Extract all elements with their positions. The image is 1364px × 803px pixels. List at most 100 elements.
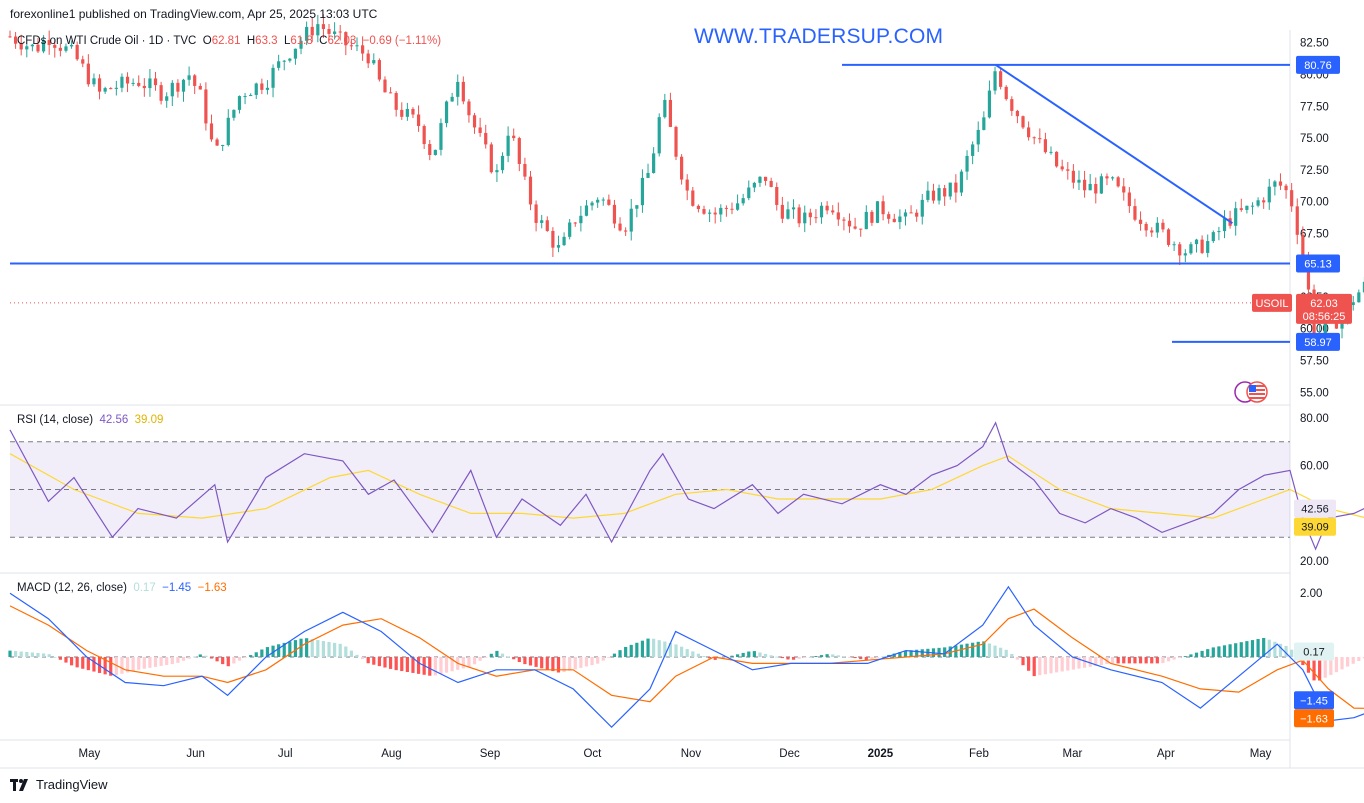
candle-up <box>305 21 309 46</box>
candle-down <box>461 76 465 105</box>
candle-up <box>249 93 253 97</box>
macd-histogram-bar <box>763 653 768 657</box>
candle-body <box>1010 99 1014 111</box>
candle-down <box>730 202 734 215</box>
macd-histogram-bar <box>383 657 387 668</box>
time-axis-label: May <box>1250 748 1272 760</box>
rsi-title: RSI (14, close) <box>17 414 94 426</box>
candle-up <box>959 169 964 197</box>
candle-body <box>64 46 68 51</box>
open-value: 62.81 <box>211 35 241 47</box>
macd-histogram-bar <box>825 654 829 657</box>
candle-down <box>915 209 919 222</box>
candle-body <box>69 44 74 47</box>
macd-histogram-bar <box>780 657 784 659</box>
candle-down <box>1015 109 1020 124</box>
macd-histogram-bar <box>125 657 130 673</box>
macd-histogram-bar <box>131 657 135 671</box>
change-value: −0.69 (−1.11%) <box>362 35 442 47</box>
candle-up <box>1088 174 1092 191</box>
candle-body <box>993 71 997 91</box>
candle-body <box>1284 185 1288 191</box>
candle-down <box>53 40 57 58</box>
macd-histogram-bar <box>612 653 617 657</box>
candle-down <box>512 128 516 141</box>
candle-body <box>254 83 258 95</box>
candle-body <box>1088 184 1092 191</box>
level-price-tag <box>1296 55 1340 74</box>
candle-up <box>903 209 908 226</box>
macd-histogram-bar <box>1267 639 1271 657</box>
candle-up <box>707 209 712 223</box>
published-caption: forexonline1 published on TradingView.co… <box>10 7 378 21</box>
macd-histogram-bar <box>1222 645 1227 657</box>
candle-up <box>1222 210 1227 239</box>
macd-histogram-bar <box>674 644 678 657</box>
candle-body <box>131 82 135 84</box>
candle-body <box>1211 232 1215 242</box>
candle-down <box>668 92 673 128</box>
macd-histogram-bar <box>646 638 650 657</box>
candle-body <box>909 212 913 214</box>
candle-up <box>41 35 46 54</box>
macd-histogram-bar <box>355 654 359 657</box>
macd-histogram-bar <box>1004 649 1008 657</box>
candle-down <box>680 154 684 185</box>
candle-down <box>1032 136 1036 145</box>
macd-histogram-bar <box>64 657 68 663</box>
macd-histogram-bar <box>534 657 538 667</box>
macd-histogram-bar <box>467 657 471 668</box>
candle-down <box>870 210 874 226</box>
candle-up <box>875 201 880 224</box>
macd-histogram-bar <box>506 656 510 658</box>
candle-body <box>724 207 728 209</box>
macd-histogram-bar <box>58 657 62 660</box>
time-axis-label: Jul <box>278 748 293 760</box>
candle-body <box>982 117 986 130</box>
time-axis-label: Oct <box>583 748 602 760</box>
candle-up <box>898 209 902 230</box>
close-label: C <box>319 35 328 47</box>
macd-histogram-bar <box>176 657 180 663</box>
trendline <box>995 63 1233 225</box>
candle-body <box>243 96 247 98</box>
macd-histogram-bar <box>579 657 583 668</box>
candle-down <box>551 227 555 258</box>
us-flag-icon[interactable] <box>1234 381 1268 403</box>
candle-down <box>383 76 387 93</box>
candle-body <box>881 201 885 215</box>
candle-up <box>803 205 807 233</box>
macd-histogram-bar <box>1027 657 1031 671</box>
candle-up <box>663 93 667 119</box>
candle-down <box>1295 198 1299 245</box>
candle-up <box>355 37 359 52</box>
watermark-url: WWW.TRADERSUP.COM <box>694 25 944 48</box>
candle-down <box>859 228 863 237</box>
candle-up <box>1172 241 1176 251</box>
candle-body <box>1060 166 1064 170</box>
close-value: 62.03 <box>327 35 357 47</box>
candle-up <box>243 93 247 105</box>
macd-histogram-bar <box>265 647 270 657</box>
candle-down <box>388 87 393 94</box>
macd-histogram-bar <box>8 650 12 657</box>
candle-body <box>165 96 169 101</box>
candle-body <box>1245 205 1249 210</box>
candle-body <box>125 76 130 84</box>
macd-histogram-bar <box>551 657 555 672</box>
candle-up <box>170 80 174 107</box>
candle-down <box>523 157 527 181</box>
footer-brand[interactable]: TradingView <box>10 777 108 792</box>
candle-body <box>1239 208 1243 210</box>
candle-body <box>1295 206 1299 235</box>
macd-histogram-bar <box>920 649 924 657</box>
macd-histogram-bar <box>1172 657 1176 660</box>
price-tick-label: 75.00 <box>1300 133 1329 145</box>
macd-histogram-bar <box>1200 650 1204 657</box>
macd-histogram-bar <box>209 657 214 659</box>
macd-histogram-bar <box>69 657 74 666</box>
candle-body <box>444 101 449 124</box>
macd-histogram-bar <box>1010 654 1014 657</box>
time-axis-label: Sep <box>480 748 500 760</box>
